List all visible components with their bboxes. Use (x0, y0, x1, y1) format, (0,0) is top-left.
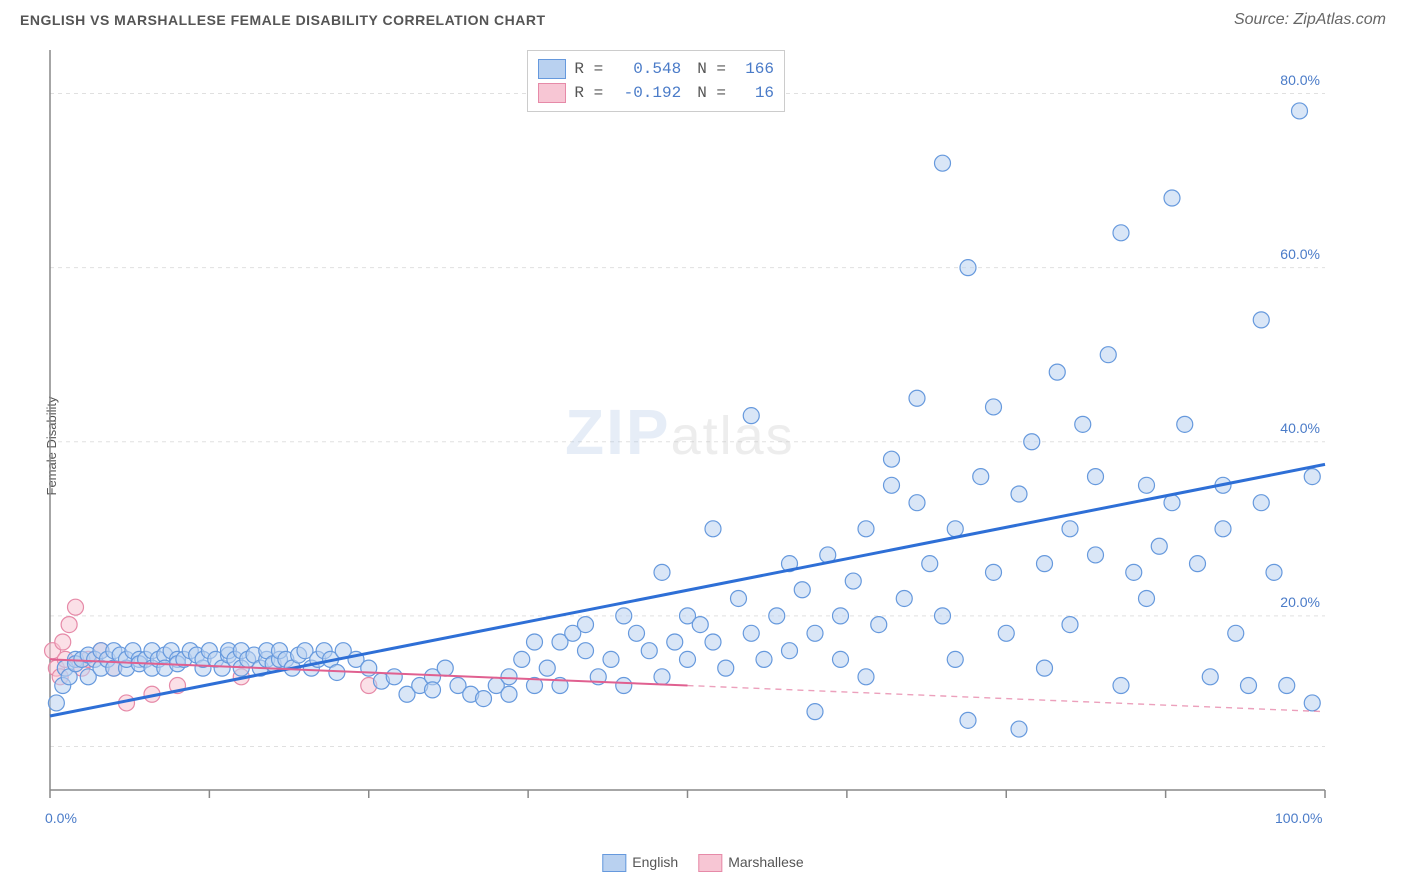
legend-swatch-icon (698, 854, 722, 872)
y-tick-label: 20.0% (1265, 594, 1320, 610)
legend-swatch-icon (538, 83, 566, 103)
y-tick-label: 60.0% (1265, 246, 1320, 262)
series-legend: English Marshallese (602, 854, 803, 872)
chart-source: Source: ZipAtlas.com (1234, 11, 1386, 29)
legend-item: Marshallese (698, 854, 803, 872)
x-tick-label: 0.0% (45, 810, 77, 826)
legend-swatch-icon (538, 59, 566, 79)
legend-row: R = 0.548N =166 (538, 57, 774, 81)
legend-row: R =-0.192N = 16 (538, 81, 774, 105)
y-tick-label: 80.0% (1265, 72, 1320, 88)
legend-swatch-icon (602, 854, 626, 872)
legend-item: English (602, 854, 678, 872)
y-tick-label: 40.0% (1265, 420, 1320, 436)
x-tick-label: 100.0% (1275, 810, 1322, 826)
plot-area: ZIPatlas R = 0.548N =166R =-0.192N = 16 (45, 45, 1385, 800)
chart-title: ENGLISH VS MARSHALLESE FEMALE DISABILITY… (20, 12, 546, 28)
correlation-legend: R = 0.548N =166R =-0.192N = 16 (527, 50, 785, 112)
legend-label: English (632, 854, 678, 870)
legend-label: Marshallese (728, 854, 803, 870)
